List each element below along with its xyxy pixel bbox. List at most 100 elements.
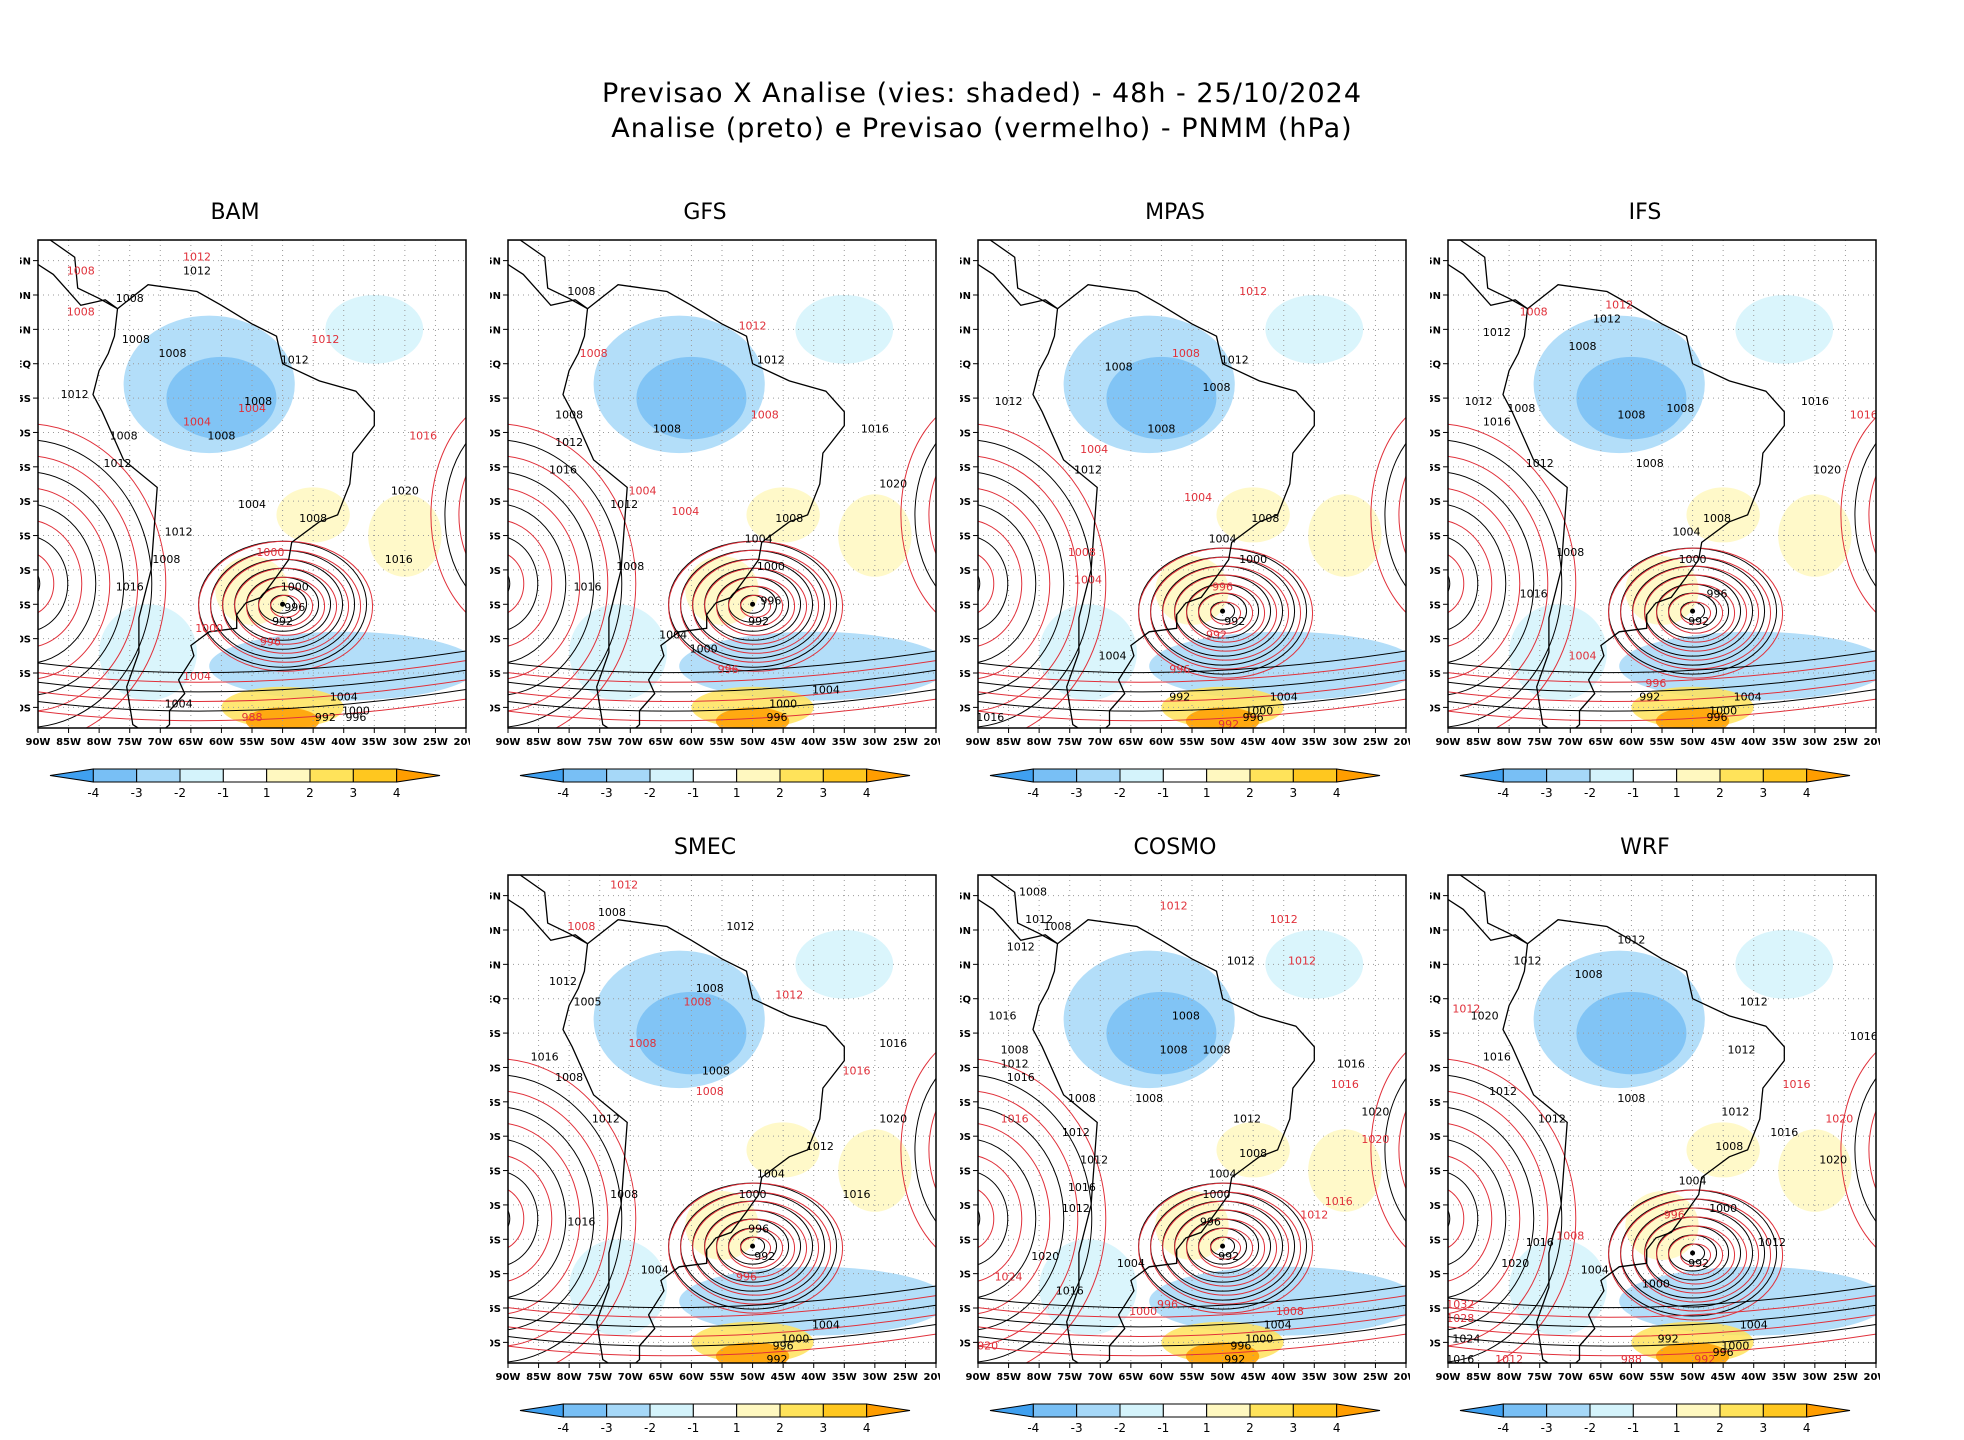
x-tick-label: 45W: [771, 1372, 796, 1383]
isobar-high: [508, 1074, 623, 1363]
x-tick-label: 80W: [557, 737, 582, 748]
map-plot: 1012 1008 1012 1008 1012 1008 1012 1008 1005 1008…: [490, 874, 940, 1383]
x-tick-label: 25W: [1833, 737, 1858, 748]
isobar-high: [978, 472, 1065, 696]
isobar-high: [914, 1077, 936, 1223]
colorbar-label: -1: [1627, 786, 1639, 800]
contour-label: 1008: [122, 333, 150, 346]
bias-shade: [1216, 1122, 1290, 1178]
isobar-high: [928, 1109, 936, 1191]
colorbar-segment: [1292, 1403, 1338, 1418]
isobar-high: [444, 442, 466, 588]
contour-label: 996: [345, 711, 366, 724]
y-tick-label: 10N: [20, 291, 31, 302]
contour-label: 1008: [244, 395, 272, 408]
x-tick-label: 25W: [423, 737, 448, 748]
x-tick-label: 80W: [87, 737, 112, 748]
contour-label: 1004: [1270, 691, 1298, 704]
contour-label: 1020: [1819, 1154, 1847, 1167]
contour-label: 1020: [970, 1339, 998, 1352]
x-tick-label: 20W: [1864, 1372, 1880, 1383]
y-tick-label: EQ: [20, 360, 31, 371]
contour-label: 996: [1243, 711, 1264, 724]
colorbar-segment: [736, 768, 781, 783]
colorbar-label: -3: [131, 786, 143, 800]
colorbar-label: 2: [1716, 1421, 1724, 1435]
coastline: [562, 284, 845, 728]
y-tick-label: 45S: [1430, 1304, 1441, 1315]
x-tick-label: 25W: [1363, 1372, 1388, 1383]
isobar-zonal: [1448, 1324, 1876, 1347]
colorbar-segment: [989, 768, 1034, 783]
colorbar-label: 2: [776, 1421, 784, 1435]
contour-label: 1004: [1679, 1174, 1707, 1187]
contour-label: 1008: [1556, 546, 1584, 559]
bias-shade: [325, 294, 424, 364]
contour-label: 1008: [1520, 306, 1548, 319]
x-tick-label: 80W: [1027, 737, 1052, 748]
isobar-forecast: [210, 549, 362, 663]
low-center-marker: [280, 601, 286, 607]
contour-label: 1012: [61, 388, 89, 401]
y-tick-label: 40S: [1430, 1270, 1441, 1281]
x-tick-label: 85W: [526, 1372, 551, 1383]
x-tick-label: 20W: [1394, 1372, 1410, 1383]
colorbar-label: -2: [644, 1421, 656, 1435]
contour-label: 1016: [409, 429, 437, 442]
colorbar-segment: [1762, 768, 1808, 783]
colorbar-label: 2: [1716, 786, 1724, 800]
contour-label: 1004: [165, 697, 193, 710]
contour-label: 996: [748, 1222, 769, 1235]
colorbar-segment: [562, 768, 608, 783]
colorbar-segment: [1589, 768, 1634, 783]
y-tick-label: 5N: [960, 325, 971, 336]
contour-label: 1004: [629, 484, 657, 497]
bias-shade: [715, 707, 790, 728]
contour-label: 1000: [690, 642, 718, 655]
isobar-high: [978, 488, 1051, 680]
bias-shade: [636, 991, 747, 1075]
isobar-forecast: [1174, 574, 1278, 652]
colorbar-label: 3: [1290, 1421, 1298, 1435]
contour-label: 996: [1212, 581, 1233, 594]
x-tick-label: 35W: [1772, 1372, 1797, 1383]
colorbar-segment: [266, 768, 311, 783]
contour-label: 1016: [1056, 1284, 1084, 1297]
panel-gfs: GFS 1008 1012 1012 1008 1008 1008 1008 1012 1016 1…: [490, 200, 940, 800]
isobar-high: [978, 1058, 1107, 1363]
y-tick-label: 50S: [20, 703, 31, 714]
contour-label: 996: [1169, 663, 1190, 676]
contour-label: 1008: [1617, 1092, 1645, 1105]
contour-label: 1016: [531, 1051, 559, 1064]
y-tick-label: 50S: [960, 703, 971, 714]
isobar-zonal: [1448, 698, 1876, 722]
isobar-high: [1854, 1077, 1876, 1223]
y-tick-label: 5S: [490, 1029, 501, 1040]
x-tick-label: 55W: [1180, 1372, 1205, 1383]
y-tick-label: 10S: [960, 428, 971, 439]
contour-label: 1008: [1172, 347, 1200, 360]
contour-label: 1012: [775, 989, 803, 1002]
x-tick-label: 75W: [1527, 737, 1552, 748]
x-tick-label: 45W: [771, 737, 796, 748]
colorbar-label: -1: [1157, 1421, 1169, 1435]
contour-label: 1012: [549, 975, 577, 988]
isobar-high: [914, 442, 936, 588]
contour-label: 1012: [726, 920, 754, 933]
x-tick-label: 30W: [1802, 1372, 1827, 1383]
x-tick-label: 80W: [1497, 737, 1522, 748]
colorbar-segment: [1032, 768, 1078, 783]
contour-label: 1024: [1452, 1332, 1480, 1345]
y-tick-label: 5S: [960, 1029, 971, 1040]
contour-label: 996: [760, 594, 781, 607]
contour-label: 1008: [629, 1037, 657, 1050]
y-tick-label: 20S: [20, 497, 31, 508]
x-tick-label: 80W: [1497, 1372, 1522, 1383]
contour-label: 1020: [1031, 1250, 1059, 1263]
colorbar-label: 4: [1333, 1421, 1341, 1435]
x-tick-label: 55W: [1650, 737, 1675, 748]
colorbar-label: -1: [687, 1421, 699, 1435]
colorbar-label: 3: [1760, 1421, 1768, 1435]
colorbar-segment: [1806, 768, 1851, 783]
x-tick-label: 30W: [862, 1372, 887, 1383]
